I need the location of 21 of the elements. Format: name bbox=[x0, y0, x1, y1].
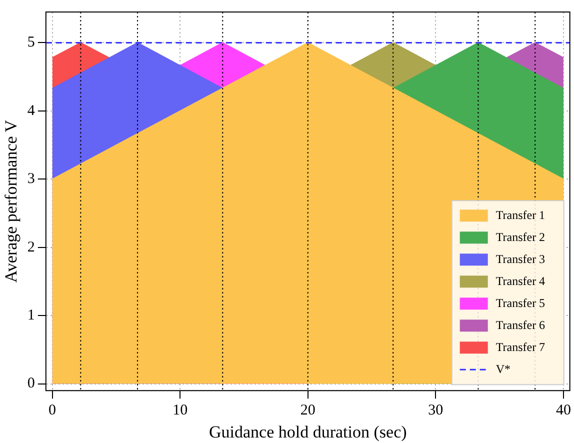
x-axis-title: Guidance hold duration (sec) bbox=[208, 422, 407, 442]
legend-label: Transfer 1 bbox=[496, 208, 546, 222]
x-tick-label: 40 bbox=[556, 402, 571, 419]
legend-label: Transfer 6 bbox=[496, 318, 546, 332]
legend-label: Transfer 7 bbox=[496, 340, 546, 354]
y-tick-label: 4 bbox=[27, 102, 36, 119]
legend-label: Transfer 3 bbox=[496, 252, 546, 266]
legend-label: V* bbox=[496, 362, 511, 376]
legend-label: Transfer 5 bbox=[496, 296, 546, 310]
y-tick-label: 0 bbox=[27, 376, 35, 392]
y-tick-label: 5 bbox=[27, 34, 35, 51]
y-tick-label: 1 bbox=[27, 308, 35, 324]
x-tick-label: 0 bbox=[48, 402, 56, 419]
x-tick-label: 10 bbox=[172, 402, 188, 419]
x-tick-label: 20 bbox=[300, 402, 316, 419]
legend-label: Transfer 2 bbox=[496, 230, 546, 244]
legend-label: Transfer 4 bbox=[496, 274, 546, 288]
x-tick-label: 30 bbox=[428, 402, 444, 419]
y-tick-label: 2 bbox=[27, 239, 35, 256]
y-axis-title: Average performance V bbox=[2, 119, 21, 283]
y-tick-label: 3 bbox=[27, 171, 35, 188]
